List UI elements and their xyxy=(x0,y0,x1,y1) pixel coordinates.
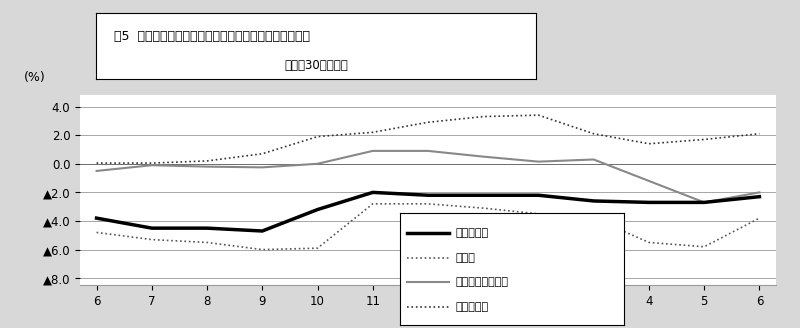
Text: 調査産業計: 調査産業計 xyxy=(456,228,489,238)
Text: －規樨30人以上－: －規樨30人以上－ xyxy=(284,59,348,72)
Text: 製造業: 製造業 xyxy=(456,253,476,263)
Text: 図5  主要業種別・常用労働者数の推移（対前年同月比）: 図5 主要業種別・常用労働者数の推移（対前年同月比） xyxy=(114,30,310,43)
Text: 卵・小売・飲食店: 卵・小売・飲食店 xyxy=(456,277,509,287)
Text: (%): (%) xyxy=(24,71,46,84)
Text: サービス業: サービス業 xyxy=(456,302,489,312)
